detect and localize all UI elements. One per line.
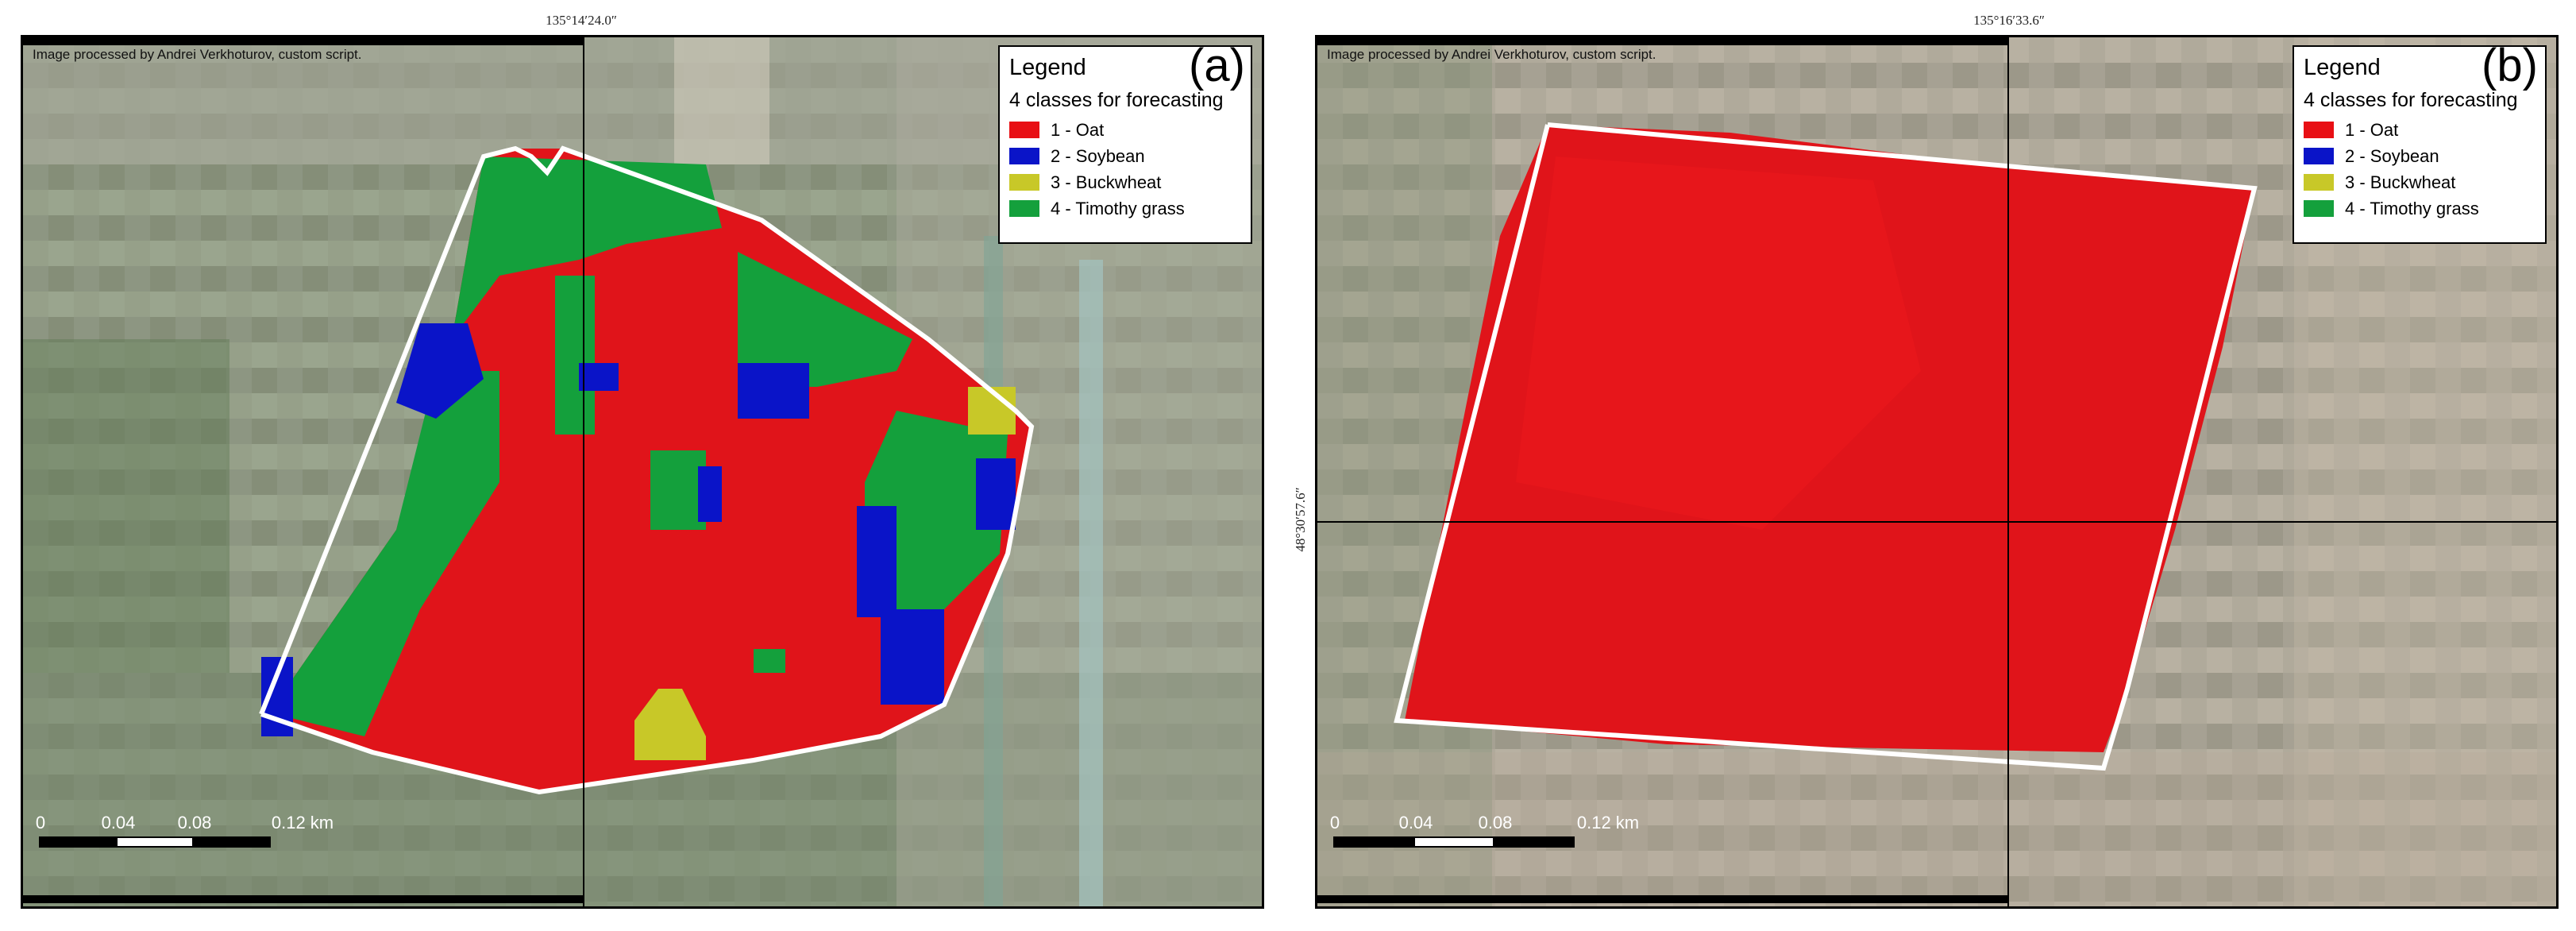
legend-item-timothy-grass: 4 - Timothy grass (1009, 195, 1241, 222)
scale-tick-label: 0.04 (1398, 813, 1433, 832)
legend-item-buckwheat: 3 - Buckwheat (1009, 169, 1241, 195)
legend-box: Legend 4 classes for forecasting 1 - Oat… (2293, 45, 2547, 244)
scale-tick-label: 0 (1329, 813, 1340, 832)
legend-label: 4 - Timothy grass (1051, 198, 1185, 218)
scale-tick-label: 0.08 (177, 813, 212, 832)
legend-label: 1 - Oat (1051, 119, 1105, 140)
panel-label-a: (a) (1189, 40, 1245, 91)
scale-tick-label: 0 (35, 813, 46, 832)
legend-item-timothy-grass: 4 - Timothy grass (2304, 195, 2536, 222)
legend-item-soybean: 2 - Soybean (2304, 143, 2536, 169)
scale-bar-graphic (39, 836, 271, 848)
image-credit: Image processed by Andrei Verkhoturov, c… (33, 47, 362, 62)
legend-label: 2 - Soybean (1051, 145, 1145, 166)
swatch-soybean (1009, 148, 1039, 164)
scale-tick-label: 0.12 km (271, 813, 334, 832)
legend-label: 3 - Buckwheat (1051, 172, 1162, 192)
map-frame: Image processed by Andrei Verkhoturov, c… (1315, 35, 2559, 909)
classified-field-b (1405, 125, 2254, 752)
frame-edge (1317, 37, 2008, 45)
legend-title: Legend (2304, 55, 2381, 80)
frame-edge (23, 895, 584, 903)
frame-edge (23, 37, 584, 45)
image-credit: Image processed by Andrei Verkhoturov, c… (1327, 47, 1656, 62)
scale-tick-label: 0.08 (1478, 813, 1513, 832)
swatch-buckwheat (2304, 174, 2334, 191)
latitude-label-left: 48°30′57.6″ (1293, 487, 1308, 552)
legend-item-oat: 1 - Oat (1009, 117, 1241, 143)
panel-label-b: (b) (2482, 40, 2538, 91)
field-boundary-b (1394, 122, 2258, 771)
scale-tick-label: 0.12 km (1576, 813, 1640, 832)
scale-bar-graphic (1333, 836, 1575, 848)
swatch-buckwheat (1009, 174, 1039, 191)
field-boundary-a (259, 145, 1035, 795)
map-frame: Image processed by Andrei Verkhoturov, c… (21, 35, 1264, 909)
legend-label: 1 - Oat (2345, 119, 2399, 140)
swatch-timothy-grass (2304, 200, 2334, 217)
satellite-imagery (1317, 37, 2556, 906)
scale-tick-label: 0.04 (101, 813, 136, 832)
frame-edge (1317, 895, 2008, 903)
legend-item-oat: 1 - Oat (2304, 117, 2536, 143)
swatch-timothy-grass (1009, 200, 1039, 217)
swatch-oat (1009, 122, 1039, 138)
scale-bar: 0 0.04 0.08 0.12 km (35, 813, 334, 848)
legend-label: 3 - Buckwheat (2345, 172, 2456, 192)
legend-subtitle: 4 classes for forecasting (1009, 89, 1224, 111)
legend-label: 4 - Timothy grass (2345, 198, 2479, 218)
legend-title: Legend (1009, 55, 1086, 80)
legend-item-soybean: 2 - Soybean (1009, 143, 1241, 169)
legend-box: Legend 4 classes for forecasting 1 - Oat… (998, 45, 1252, 244)
legend-subtitle: 4 classes for forecasting (2304, 89, 2518, 111)
classified-field-a (261, 149, 1032, 792)
swatch-soybean (2304, 148, 2334, 164)
longitude-label-top: 135°14′24.0″ (546, 13, 617, 28)
scale-bar: 0 0.04 0.08 0.12 km (1329, 813, 1639, 848)
legend-item-buckwheat: 3 - Buckwheat (2304, 169, 2536, 195)
longitude-label-top: 135°16′33.6″ (1973, 13, 2045, 28)
swatch-oat (2304, 122, 2334, 138)
legend-label: 2 - Soybean (2345, 145, 2439, 166)
